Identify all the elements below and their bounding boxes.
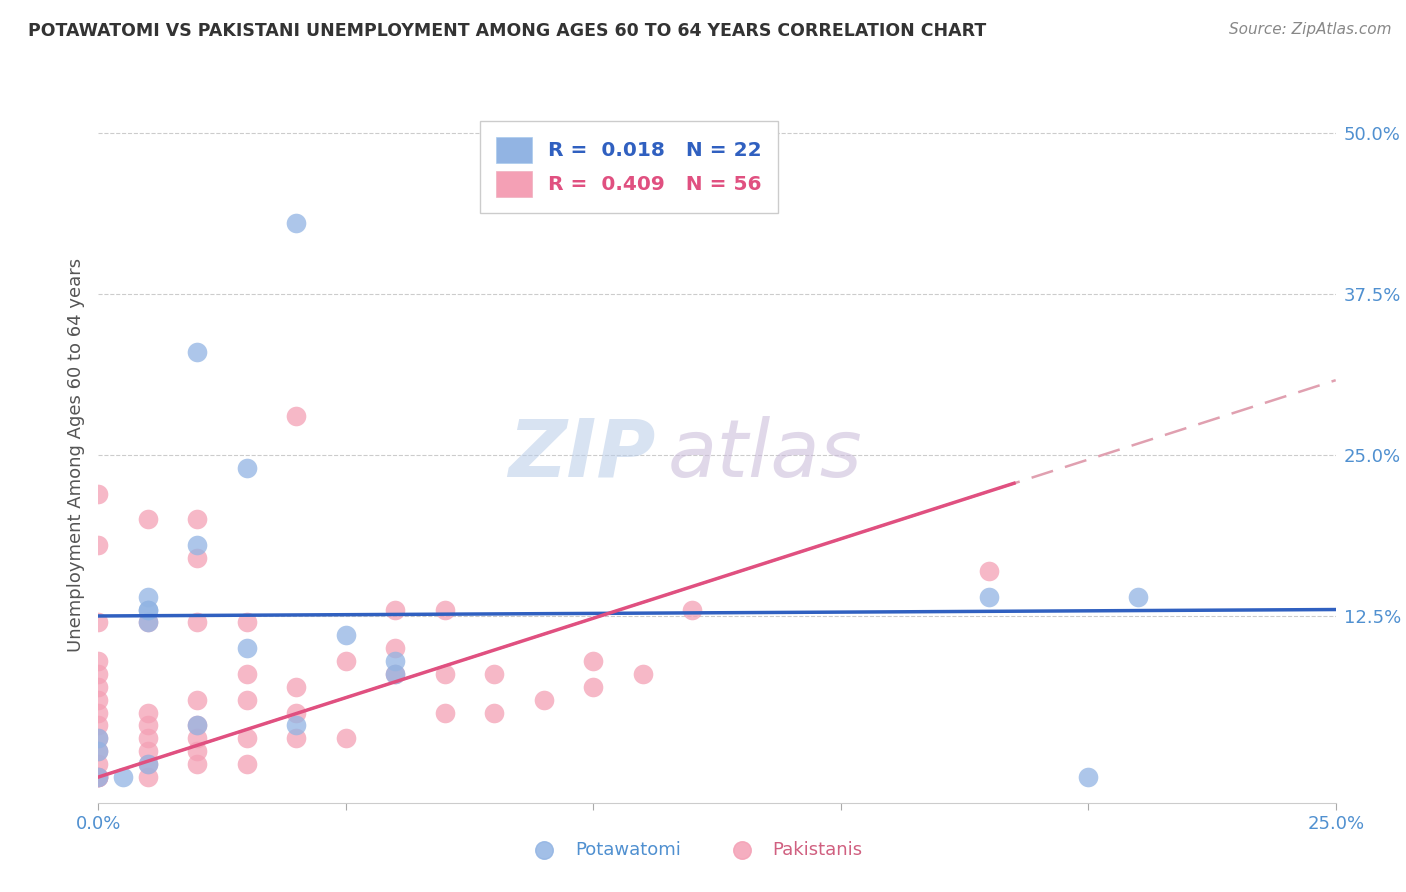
Point — [186, 615, 208, 630]
Point — [186, 731, 208, 746]
Point — [484, 667, 506, 681]
Point — [335, 731, 357, 746]
Point — [335, 654, 357, 668]
Point — [87, 770, 110, 784]
Point — [285, 409, 308, 424]
Point — [384, 602, 406, 616]
Point — [285, 731, 308, 746]
Point — [186, 757, 208, 772]
Point — [582, 680, 605, 694]
Point — [335, 628, 357, 642]
Point — [87, 615, 110, 630]
Point — [186, 692, 208, 706]
Point — [384, 667, 406, 681]
Point — [631, 667, 654, 681]
Point — [87, 706, 110, 720]
Point — [87, 731, 110, 746]
Point — [582, 654, 605, 668]
Point — [87, 770, 110, 784]
Point — [433, 602, 456, 616]
Point — [1126, 590, 1149, 604]
Point — [136, 757, 159, 772]
Point — [285, 706, 308, 720]
Text: POTAWATOMI VS PAKISTANI UNEMPLOYMENT AMONG AGES 60 TO 64 YEARS CORRELATION CHART: POTAWATOMI VS PAKISTANI UNEMPLOYMENT AMO… — [28, 22, 987, 40]
Point — [186, 538, 208, 552]
Point — [236, 667, 259, 681]
Point — [1077, 770, 1099, 784]
Point — [186, 344, 208, 359]
Point — [136, 602, 159, 616]
Point — [136, 744, 159, 758]
Point — [285, 216, 308, 230]
Point — [384, 641, 406, 656]
Text: Source: ZipAtlas.com: Source: ZipAtlas.com — [1229, 22, 1392, 37]
Point — [87, 718, 110, 732]
Point — [87, 744, 110, 758]
Text: Potawatomi: Potawatomi — [575, 841, 681, 859]
Point — [87, 692, 110, 706]
Point — [186, 512, 208, 526]
Point — [136, 731, 159, 746]
Point — [136, 718, 159, 732]
Point — [186, 718, 208, 732]
Point — [136, 615, 159, 630]
Point — [285, 680, 308, 694]
Point — [285, 718, 308, 732]
Point — [87, 744, 110, 758]
Point — [87, 667, 110, 681]
Point — [87, 486, 110, 500]
Point — [236, 731, 259, 746]
Point — [136, 590, 159, 604]
Point — [384, 654, 406, 668]
Point — [236, 460, 259, 475]
Point — [384, 667, 406, 681]
Point — [533, 692, 555, 706]
Point — [136, 615, 159, 630]
Point — [87, 757, 110, 772]
Point — [112, 770, 135, 784]
Point — [87, 770, 110, 784]
Point — [186, 551, 208, 566]
Text: ZIP: ZIP — [508, 416, 655, 494]
Point — [681, 602, 703, 616]
Point — [236, 615, 259, 630]
Point — [236, 692, 259, 706]
Point — [136, 757, 159, 772]
Point — [236, 757, 259, 772]
Point — [236, 641, 259, 656]
Point — [136, 770, 159, 784]
Point — [433, 706, 456, 720]
Point — [87, 654, 110, 668]
Text: atlas: atlas — [668, 416, 862, 494]
Point — [87, 538, 110, 552]
Point — [186, 744, 208, 758]
Point — [979, 564, 1001, 578]
Y-axis label: Unemployment Among Ages 60 to 64 years: Unemployment Among Ages 60 to 64 years — [66, 258, 84, 652]
Point — [484, 706, 506, 720]
Point — [87, 680, 110, 694]
Point — [87, 731, 110, 746]
Point — [136, 602, 159, 616]
Point — [979, 590, 1001, 604]
Point — [433, 667, 456, 681]
Point — [186, 718, 208, 732]
Point — [87, 770, 110, 784]
Text: Pakistanis: Pakistanis — [773, 841, 863, 859]
Legend: R =  0.018   N = 22, R =  0.409   N = 56: R = 0.018 N = 22, R = 0.409 N = 56 — [479, 120, 778, 212]
Point — [136, 706, 159, 720]
Point — [136, 512, 159, 526]
